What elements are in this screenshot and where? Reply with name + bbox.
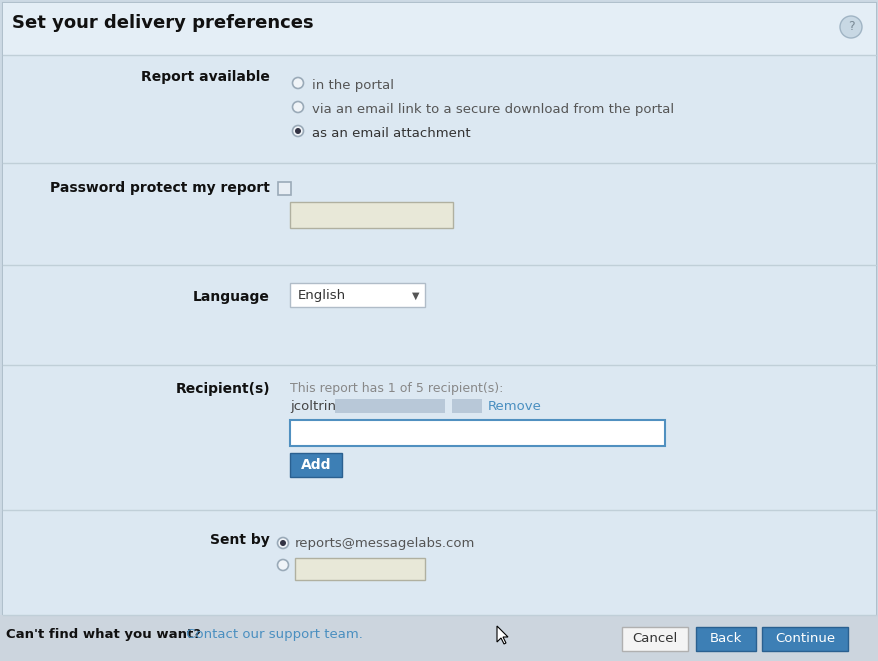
Text: via an email link to a secure download from the portal: via an email link to a secure download f… [312, 103, 673, 116]
Text: English: English [298, 289, 346, 302]
Bar [295, 558, 425, 580]
Bar [761, 627, 847, 651]
Text: Sent by: Sent by [210, 533, 270, 547]
Bar [3, 3, 875, 55]
Text: Add: Add [300, 458, 331, 472]
Text: Back: Back [709, 633, 741, 646]
Bar [290, 202, 452, 228]
Polygon shape [496, 626, 507, 644]
Bar [3, 55, 875, 163]
Circle shape [277, 537, 288, 549]
Text: This report has 1 of 5 recipient(s):: This report has 1 of 5 recipient(s): [290, 382, 503, 395]
Text: Password protect my report: Password protect my report [50, 181, 270, 195]
Bar [3, 365, 875, 510]
Text: Continue: Continue [774, 633, 834, 646]
Circle shape [295, 128, 300, 134]
Text: Remove: Remove [487, 400, 541, 413]
Bar [695, 627, 755, 651]
Circle shape [292, 77, 303, 89]
Bar [3, 265, 875, 365]
Bar [0, 615, 878, 661]
Circle shape [280, 540, 285, 546]
Circle shape [292, 102, 303, 112]
Bar [451, 399, 481, 413]
Bar [290, 420, 665, 446]
Text: Set your delivery preferences: Set your delivery preferences [12, 14, 313, 32]
Text: Recipient(s): Recipient(s) [176, 382, 270, 396]
Text: Language: Language [193, 290, 270, 304]
Bar [277, 182, 291, 195]
Bar [290, 453, 342, 477]
Circle shape [839, 16, 861, 38]
Text: ▼: ▼ [412, 291, 420, 301]
Bar [3, 510, 875, 615]
Text: as an email attachment: as an email attachment [312, 127, 470, 140]
Circle shape [277, 559, 288, 570]
Text: in the portal: in the portal [312, 79, 393, 92]
Bar [3, 163, 875, 265]
Text: ?: ? [846, 20, 853, 34]
Circle shape [292, 126, 303, 137]
Text: Can't find what you want?: Can't find what you want? [6, 628, 201, 641]
Text: Report available: Report available [141, 70, 270, 84]
Text: Cancel: Cancel [631, 633, 677, 646]
Bar [290, 283, 425, 307]
Text: reports@messagelabs.com: reports@messagelabs.com [295, 537, 475, 550]
Bar [622, 627, 687, 651]
Bar [335, 399, 444, 413]
Text: Contact our support team.: Contact our support team. [182, 628, 363, 641]
Text: jcoltrin@: jcoltrin@ [290, 400, 349, 413]
